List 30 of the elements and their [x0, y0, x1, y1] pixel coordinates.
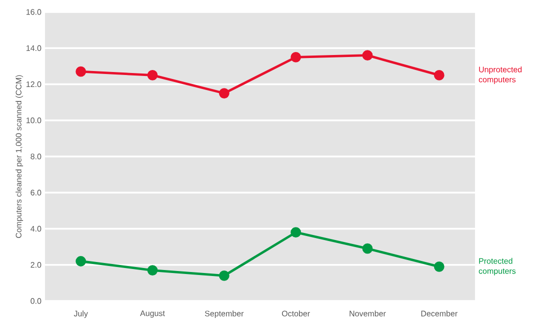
x-tick-label: October	[282, 310, 310, 316]
y-tick-label: 14.0	[26, 45, 42, 51]
x-tick-label: August	[140, 310, 165, 318]
x-tick-label: September	[204, 310, 244, 318]
x-tick-label: November	[350, 310, 386, 316]
text: Unprotected computers	[478, 66, 522, 84]
y-tick-label: 16.0	[26, 9, 42, 15]
y-tick-label: 8.0	[30, 154, 42, 160]
point	[76, 66, 86, 77]
point	[147, 265, 158, 276]
x-tick-label: July	[74, 310, 88, 318]
point	[218, 88, 230, 98]
point	[434, 261, 444, 272]
y-tick-label: 6.0	[30, 190, 42, 196]
y-tick-label: 4.0	[30, 226, 42, 232]
text: Protected computers	[478, 258, 516, 276]
point	[76, 256, 86, 266]
y-tick-label: 2.0	[30, 262, 42, 268]
point	[434, 70, 444, 80]
x-tick-label: December	[421, 310, 458, 316]
y-tick-label: 0.0	[30, 298, 42, 304]
point	[290, 52, 302, 62]
point	[290, 227, 302, 238]
y-axis-title: Computers cleaned per 1,000 scanned (CCM)	[16, 75, 24, 238]
point	[218, 270, 230, 281]
y-tick-label: 10.0	[26, 118, 42, 124]
point	[362, 243, 373, 254]
y-tick-label: 12.0	[26, 81, 42, 88]
point	[362, 50, 373, 61]
point	[147, 70, 158, 80]
